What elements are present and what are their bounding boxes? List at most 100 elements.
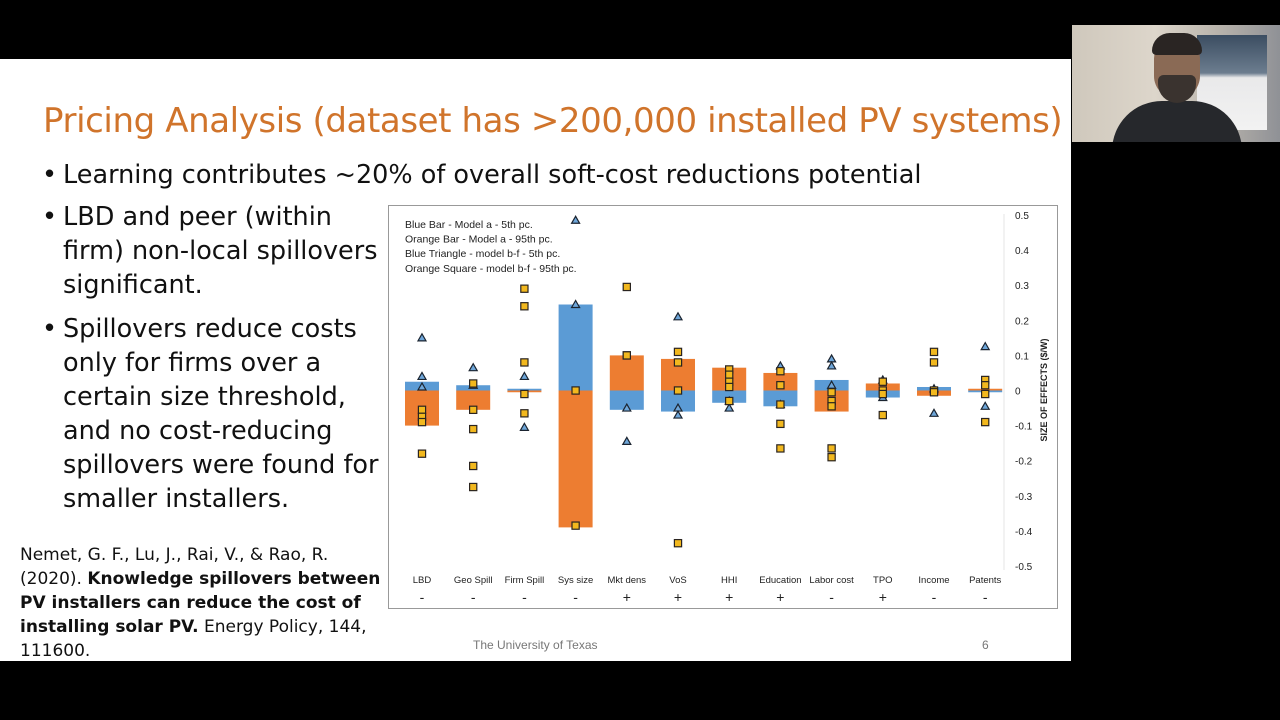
orange-square-marker	[417, 417, 427, 427]
bullet-text: Learning contributes ~20% of overall sof…	[63, 160, 922, 190]
bullet-lbd: • LBD and peer (within firm) non-local s…	[42, 200, 388, 302]
bullet-spillovers: • Spillovers reduce costs only for firms…	[42, 312, 388, 516]
orange-square-marker	[827, 388, 836, 397]
effect-sign-label: -	[932, 589, 937, 605]
orange-square-marker	[468, 461, 478, 471]
orange-square-marker	[622, 351, 631, 360]
effect-sign-label: +	[776, 589, 784, 605]
orange-bar	[558, 390, 593, 528]
effect-sign-label: -	[471, 589, 476, 605]
effect-sign-label: -	[522, 589, 527, 605]
orange-square-marker	[929, 347, 939, 357]
y-tick-label: 0.3	[1015, 281, 1029, 292]
effect-sign-label: -	[983, 589, 988, 605]
blue-triangle-marker	[980, 341, 991, 351]
orange-bar	[968, 388, 1003, 391]
orange-square-marker	[776, 381, 785, 390]
effects-chart: 0.5 0.4 0.3 0.2 0.1 0 -0.1 -0.2 -0.3 -0.4 -0.5 SIZE…	[388, 205, 1058, 609]
blue-triangle-marker	[672, 409, 684, 419]
orange-square-marker	[776, 444, 785, 453]
effect-sign-label: +	[623, 589, 631, 605]
slide-footer: The University of Texas	[473, 638, 598, 652]
reference-journal: Energy Policy, 144, 111600.	[20, 617, 367, 661]
orange-square-marker	[468, 482, 478, 492]
legend-entry: Orange Bar - Model a - 95th pc.	[405, 234, 553, 246]
orange-square-marker	[520, 284, 529, 293]
orange-square-marker	[520, 358, 529, 367]
orange-square-marker	[571, 521, 580, 530]
effect-sign-label: +	[879, 589, 887, 605]
orange-square-marker	[725, 382, 734, 392]
orange-bar	[609, 355, 644, 391]
orange-bar	[456, 390, 491, 410]
x-tick-label: Labor cost	[809, 575, 854, 586]
blue-triangle-marker	[724, 402, 735, 412]
bullet-dot: •	[42, 314, 58, 344]
orange-square-marker	[878, 410, 888, 420]
orange-square-marker	[980, 381, 990, 390]
y-tick-label: -0.5	[1015, 562, 1033, 573]
y-tick-label: -0.3	[1015, 492, 1033, 503]
orange-square-marker	[725, 370, 734, 379]
reference-citation: Nemet, G. F., Lu, J., Rai, V., & Rao, R.…	[20, 543, 390, 661]
orange-square-marker	[827, 402, 836, 411]
orange-square-marker	[929, 388, 939, 397]
orange-square-marker	[878, 389, 888, 399]
orange-square-marker	[776, 366, 785, 376]
bullet-learning: • Learning contributes ~20% of overall s…	[42, 158, 922, 192]
x-tick-label: Mkt dens	[608, 575, 647, 586]
orange-square-marker	[520, 409, 529, 418]
orange-square-marker	[520, 389, 529, 399]
blue-bar	[661, 390, 695, 412]
orange-square-marker	[673, 538, 683, 548]
orange-square-marker	[520, 302, 529, 311]
chart-svg: 0.5 0.4 0.3 0.2 0.1 0 -0.1 -0.2 -0.3 -0.4 -0.5 SIZE…	[405, 211, 1049, 605]
slide: Pricing Analysis (dataset has >200,000 i…	[0, 59, 1071, 661]
orange-square-marker	[776, 400, 785, 409]
x-tick-label: LBD	[413, 575, 432, 586]
presenter-video	[1072, 25, 1280, 142]
y-tick-label: 0.5	[1015, 211, 1029, 222]
bullet-dot: •	[42, 202, 58, 232]
effect-sign-label: +	[725, 589, 733, 605]
presenter-beard	[1158, 75, 1196, 103]
x-tick-label: Geo Spill	[454, 575, 493, 586]
orange-square-marker	[673, 358, 683, 367]
orange-square-marker	[673, 347, 683, 357]
blue-triangle-marker	[621, 436, 632, 445]
y-tick-label: -0.1	[1015, 422, 1033, 433]
orange-square-marker	[468, 424, 478, 434]
orange-square-marker	[827, 444, 836, 453]
legend-entry: Orange Square - model b-f - 95th pc.	[405, 263, 577, 275]
y-tick-label: -0.4	[1015, 527, 1033, 538]
y-tick-label: 0.4	[1015, 246, 1029, 257]
blue-bar	[763, 390, 798, 407]
page-number: 6	[982, 638, 989, 652]
bullet-dot: •	[42, 160, 58, 190]
orange-square-marker	[980, 389, 990, 399]
effect-sign-label: +	[674, 589, 682, 605]
bullet-text: Spillovers reduce costs only for firms o…	[63, 314, 379, 514]
orange-square-marker	[622, 282, 631, 292]
blue-triangle-marker	[826, 360, 837, 370]
orange-square-marker	[980, 417, 990, 427]
x-tick-label: HHI	[721, 575, 737, 586]
blue-bar	[558, 304, 593, 391]
orange-square-marker	[417, 405, 427, 415]
orange-square-marker	[417, 449, 427, 458]
orange-square-marker	[571, 386, 580, 395]
blue-triangle-marker	[672, 311, 684, 321]
blue-triangle-marker	[570, 299, 581, 309]
x-tick-label: Sys size	[558, 575, 593, 586]
orange-square-marker	[827, 452, 836, 462]
y-tick-label: -0.2	[1015, 457, 1033, 468]
legend-entry: Blue Bar - Model a - 5th pc.	[405, 219, 533, 231]
x-tick-label: VoS	[669, 575, 686, 586]
blue-triangle-marker	[519, 422, 530, 431]
blue-triangle-marker	[416, 371, 428, 381]
presenter-hair	[1152, 33, 1202, 55]
blue-bar	[609, 390, 644, 410]
x-tick-label: Patents	[969, 575, 1001, 586]
x-tick-label: Firm Spill	[505, 575, 545, 586]
orange-square-marker	[776, 419, 785, 429]
